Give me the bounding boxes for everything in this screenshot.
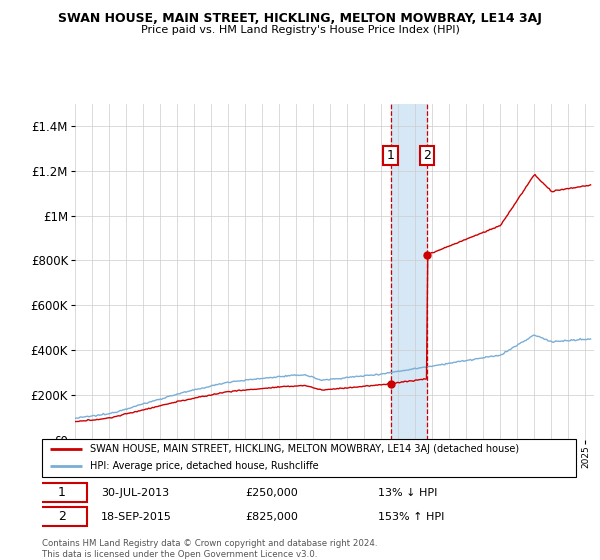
Text: 13% ↓ HPI: 13% ↓ HPI [379,488,438,498]
Text: SWAN HOUSE, MAIN STREET, HICKLING, MELTON MOWBRAY, LE14 3AJ: SWAN HOUSE, MAIN STREET, HICKLING, MELTO… [58,12,542,25]
Text: 1: 1 [386,149,394,162]
Text: Price paid vs. HM Land Registry's House Price Index (HPI): Price paid vs. HM Land Registry's House … [140,25,460,35]
Text: 153% ↑ HPI: 153% ↑ HPI [379,512,445,522]
Text: Contains HM Land Registry data © Crown copyright and database right 2024.
This d: Contains HM Land Registry data © Crown c… [42,539,377,559]
Text: £825,000: £825,000 [245,512,298,522]
FancyBboxPatch shape [42,439,576,477]
Text: £250,000: £250,000 [245,488,298,498]
FancyBboxPatch shape [37,483,88,502]
Text: 2: 2 [424,149,431,162]
Text: 30-JUL-2013: 30-JUL-2013 [101,488,169,498]
Text: SWAN HOUSE, MAIN STREET, HICKLING, MELTON MOWBRAY, LE14 3AJ (detached house): SWAN HOUSE, MAIN STREET, HICKLING, MELTO… [90,444,519,454]
Bar [391,104,427,440]
Text: 18-SEP-2015: 18-SEP-2015 [101,512,172,522]
Text: 2: 2 [58,510,66,524]
Text: HPI: Average price, detached house, Rushcliffe: HPI: Average price, detached house, Rush… [90,461,319,472]
Text: 1: 1 [58,486,66,499]
FancyBboxPatch shape [37,507,88,526]
